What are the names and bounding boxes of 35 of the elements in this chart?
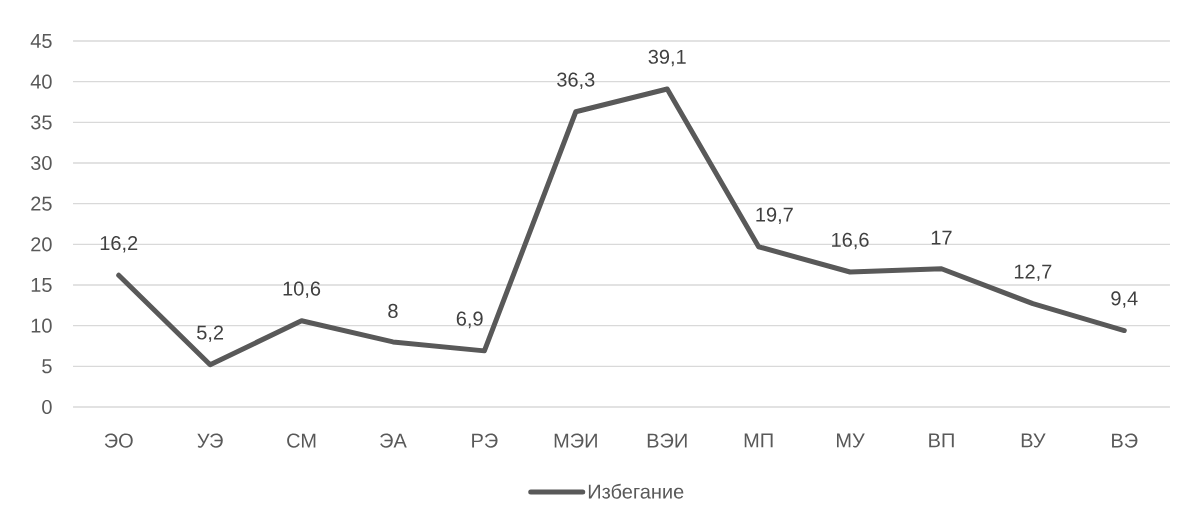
y-tick-label: 15 <box>31 278 52 292</box>
data-label: 19,7 <box>756 207 793 225</box>
y-tick-label: 40 <box>30 74 52 89</box>
x-tick-label: УЭ <box>197 433 223 448</box>
data-label: 16,2 <box>100 235 138 253</box>
x-tick-label: РЭ <box>472 433 498 448</box>
x-tick-label: ЭА <box>380 433 407 448</box>
data-label: 17 <box>931 230 952 245</box>
legend-label: Избегание <box>588 483 684 499</box>
data-label: 12,7 <box>1014 264 1052 281</box>
y-tick-label: 5 <box>42 359 52 374</box>
y-tick-label: 30 <box>31 155 52 171</box>
y-tick-label: 0 <box>42 399 52 415</box>
y-tick-label: 35 <box>31 115 52 130</box>
x-tick-label: ВУ <box>1021 433 1046 448</box>
y-tick-label: 45 <box>30 34 52 48</box>
x-tick-label: МУ <box>837 433 865 448</box>
x-tick-label: ВЭИ <box>647 433 687 448</box>
y-tick-label: 25 <box>31 196 52 211</box>
data-label: 16,6 <box>832 232 869 250</box>
x-tick-label: СМ <box>287 433 316 448</box>
data-label: 5,2 <box>197 325 224 342</box>
x-tick-label: МЭИ <box>554 433 597 448</box>
x-tick-label: ЭО <box>104 433 133 448</box>
data-label: 8 <box>388 303 398 318</box>
data-label: 36,3 <box>557 72 595 90</box>
x-tick-label: ВЭ <box>1112 433 1138 448</box>
y-tick-label: 20 <box>31 237 52 252</box>
data-label: 9,4 <box>1111 291 1138 308</box>
data-label: 6,9 <box>456 311 483 329</box>
x-tick-label: МП <box>744 433 773 448</box>
data-label: 39,1 <box>648 49 686 67</box>
y-tick-label: 10 <box>31 318 52 333</box>
x-tick-label: ВП <box>929 433 954 448</box>
data-label: 10,6 <box>283 281 321 299</box>
